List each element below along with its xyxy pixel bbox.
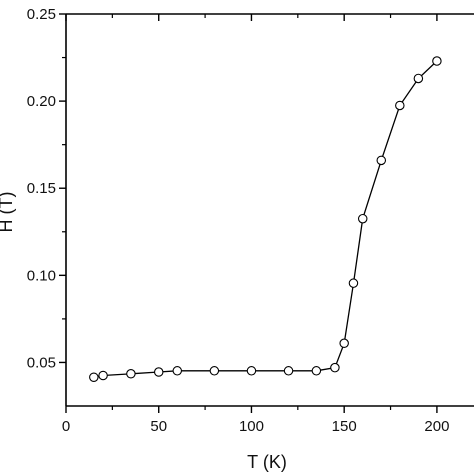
data-point xyxy=(357,213,368,224)
data-point xyxy=(98,370,108,381)
data-point xyxy=(376,155,387,166)
data-point xyxy=(89,372,99,383)
x-tick-label: 50 xyxy=(150,418,167,435)
data-point xyxy=(126,369,136,379)
x-tick-label: 150 xyxy=(332,418,357,435)
data-point xyxy=(413,73,424,84)
y-tick-label: 0.25 xyxy=(27,6,56,23)
data-point xyxy=(153,367,164,377)
data-point xyxy=(283,366,294,376)
data-point xyxy=(209,366,220,376)
x-axis-title: T (K) xyxy=(247,452,287,472)
series-line xyxy=(93,60,438,378)
data-point xyxy=(432,56,442,66)
plot-frame xyxy=(65,13,474,407)
x-tick-label: 0 xyxy=(62,418,70,435)
data-point xyxy=(339,338,349,349)
data-point xyxy=(330,362,340,373)
data-series xyxy=(89,56,442,383)
y-tick-label: 0.15 xyxy=(27,180,56,197)
data-point xyxy=(348,278,359,288)
x-tick-label: 200 xyxy=(424,418,449,435)
y-tick-label: 0.10 xyxy=(27,267,56,284)
data-point xyxy=(172,366,183,376)
y-tick-label: 0.05 xyxy=(27,354,56,371)
data-point xyxy=(395,100,405,111)
y-tick-label: 0.20 xyxy=(27,93,56,110)
data-point xyxy=(246,366,257,376)
data-point xyxy=(311,366,322,376)
axis-ticks: 0 50 100 150 200 0.05 0.10 0.15 0.20 0.25 xyxy=(27,6,450,435)
y-axis-title: H (T) xyxy=(0,192,16,233)
x-tick-label: 100 xyxy=(239,418,264,435)
